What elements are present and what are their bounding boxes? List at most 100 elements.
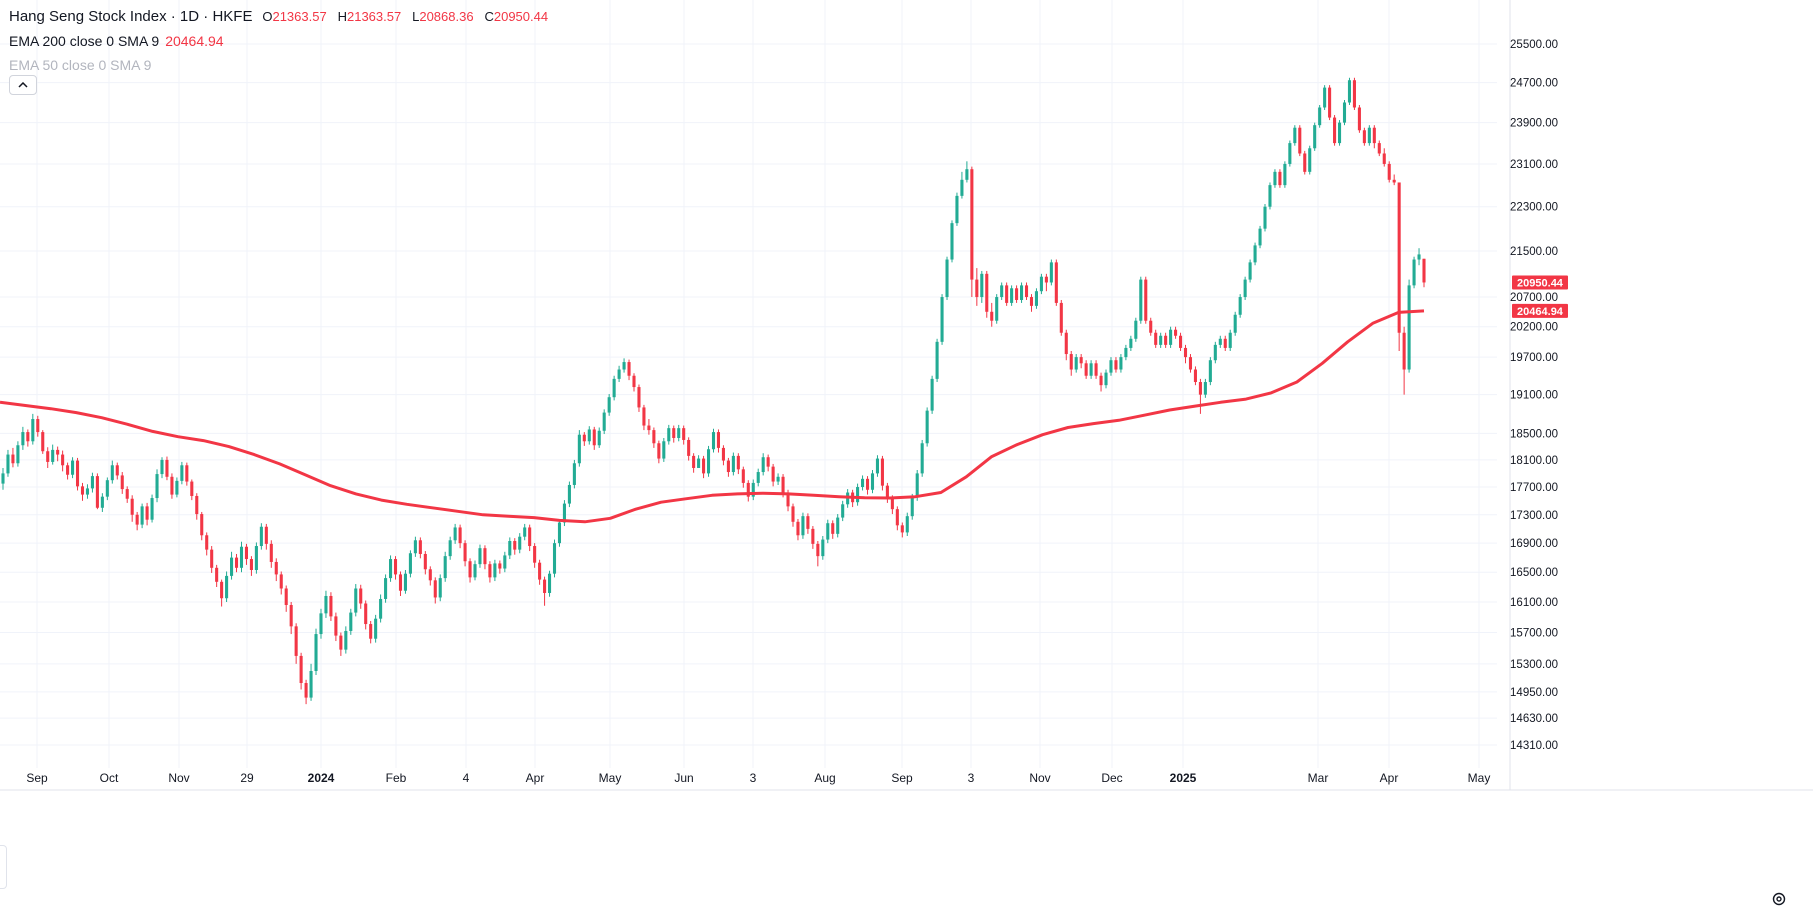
- x-tick-label: Sep: [891, 771, 913, 785]
- candle-body: [31, 419, 35, 442]
- candle: [885, 482, 889, 503]
- candle: [538, 559, 542, 585]
- candle-body: [418, 540, 422, 554]
- candle-body: [1029, 297, 1034, 306]
- candle: [995, 294, 999, 324]
- candle: [1054, 259, 1058, 306]
- candle: [1253, 242, 1257, 266]
- candle-body: [836, 517, 840, 534]
- candle-body: [587, 429, 591, 442]
- candle-body: [935, 341, 939, 379]
- candle: [498, 560, 502, 574]
- candle-body: [791, 506, 795, 522]
- ema-200-line: [0, 309, 1425, 524]
- candle: [597, 427, 601, 448]
- candle: [105, 477, 109, 501]
- candle: [513, 538, 517, 555]
- candle: [801, 512, 805, 539]
- candle: [304, 679, 308, 705]
- ema50-label: EMA 50 close 0 SMA 9: [9, 57, 152, 73]
- candle-body: [90, 476, 94, 489]
- candle-body: [796, 521, 800, 536]
- candle: [682, 425, 686, 445]
- candle: [518, 533, 522, 554]
- candle-body: [220, 581, 224, 599]
- candle: [702, 455, 706, 479]
- candle-body: [244, 546, 248, 560]
- candle: [1064, 329, 1068, 361]
- candle: [721, 445, 725, 466]
- y-tick-label: 15700.00: [1510, 628, 1558, 640]
- candle: [1248, 259, 1252, 283]
- candle-body: [756, 472, 760, 483]
- x-tick-label: Oct: [100, 771, 119, 785]
- candle-body: [518, 536, 522, 550]
- candle-body: [1387, 163, 1391, 180]
- candle: [1238, 294, 1242, 318]
- candle-body: [1218, 338, 1222, 345]
- axis-borders: [0, 0, 1813, 791]
- x-tick-label: 2025: [1170, 771, 1197, 785]
- candle-body: [234, 557, 239, 568]
- candle-body: [1238, 297, 1242, 315]
- candle-body: [334, 616, 338, 636]
- candle: [324, 590, 328, 618]
- candle-body: [1228, 332, 1232, 348]
- candle-body: [741, 469, 745, 483]
- candle-body: [612, 378, 616, 398]
- ohlc-open: O21363.57: [262, 8, 333, 24]
- candle-body: [269, 543, 273, 562]
- candle-body: [478, 548, 482, 565]
- candle-body: [66, 465, 70, 475]
- candle-body: [215, 567, 219, 582]
- candle: [1228, 329, 1232, 351]
- legend-ema50-row[interactable]: EMA 50 close 0 SMA 9: [9, 53, 555, 77]
- ema200-label: EMA 200 close 0 SMA 9: [9, 33, 160, 49]
- candle: [1283, 161, 1287, 188]
- candle-body: [980, 273, 984, 298]
- symbol-title[interactable]: Hang Seng Stock Index · 1D · HKFE: [9, 8, 253, 25]
- candle: [1208, 357, 1212, 386]
- ema200-value: 20464.94: [165, 33, 224, 49]
- candle: [488, 561, 492, 583]
- x-tick-label: Mar: [1308, 771, 1329, 785]
- candle: [697, 455, 701, 468]
- candle: [1044, 273, 1048, 292]
- candle-body: [110, 465, 114, 481]
- candle-body: [1333, 117, 1337, 144]
- candle-body: [274, 561, 278, 575]
- candle-body: [592, 429, 596, 446]
- candle-body: [140, 506, 144, 525]
- candle-body: [682, 428, 686, 440]
- candle: [1382, 148, 1386, 167]
- candle-body: [379, 598, 383, 619]
- collapse-legend-button[interactable]: [9, 75, 37, 95]
- x-tick-label: Apr: [1380, 771, 1399, 785]
- candle-body: [1268, 185, 1272, 207]
- candle: [1059, 299, 1063, 336]
- candle: [264, 523, 268, 550]
- candle: [1422, 258, 1426, 288]
- candle-body: [284, 588, 288, 606]
- y-tick-label: 18500.00: [1510, 428, 1558, 440]
- y-tick-label: 14950.00: [1510, 687, 1558, 699]
- x-tick-label: Apr: [526, 771, 545, 785]
- candle-body: [1313, 125, 1317, 149]
- chart-settings-button[interactable]: [1768, 888, 1790, 910]
- candle-body: [1069, 354, 1073, 370]
- candle-body: [955, 195, 959, 224]
- candle-body: [230, 557, 234, 576]
- candle-body: [294, 626, 298, 656]
- candle: [249, 556, 253, 576]
- candle: [726, 457, 730, 477]
- candle: [483, 545, 487, 570]
- candle-body: [56, 449, 60, 455]
- candle-body: [329, 595, 333, 617]
- candle-body: [299, 655, 303, 684]
- candle: [716, 429, 721, 453]
- candle: [364, 600, 368, 630]
- left-panel-handle[interactable]: [0, 845, 7, 889]
- legend-ema200-row[interactable]: EMA 200 close 0 SMA 9 20464.94: [9, 29, 555, 53]
- candle-body: [1278, 171, 1282, 186]
